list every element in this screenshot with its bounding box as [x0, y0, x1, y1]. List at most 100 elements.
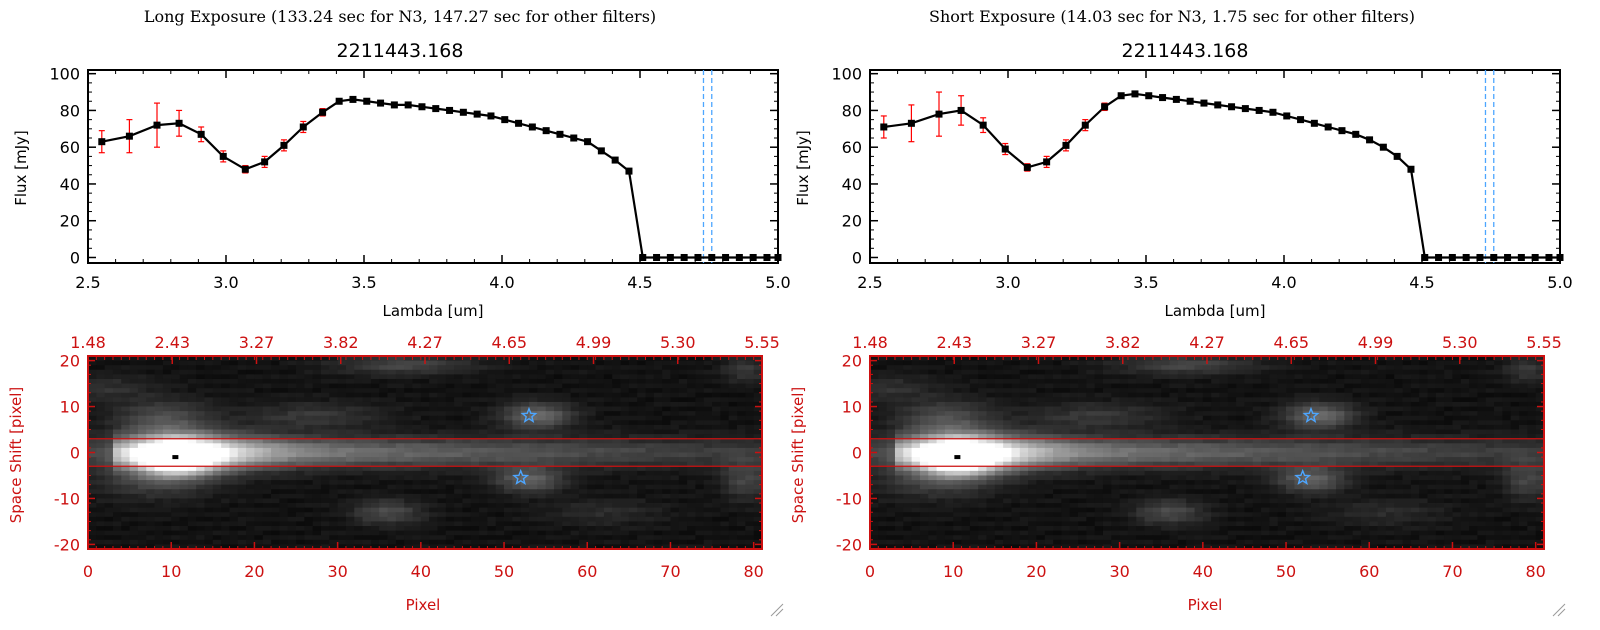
image-pixel	[320, 484, 330, 490]
image-pixel	[495, 411, 505, 417]
image-pixel	[187, 475, 197, 481]
image-pixel	[362, 530, 372, 536]
image-pixel	[745, 356, 755, 361]
image-pixel	[420, 503, 430, 509]
image-pixel	[578, 516, 588, 522]
image-pixel	[504, 521, 513, 527]
image-pixel	[445, 484, 455, 490]
image-pixel	[603, 516, 613, 522]
image-pixel	[1377, 356, 1387, 361]
image-pixel	[520, 420, 530, 426]
image-pixel	[246, 480, 255, 486]
image-pixel	[412, 466, 422, 472]
image-pixel	[404, 406, 413, 412]
image-pixel	[603, 507, 613, 513]
image-pixel	[229, 480, 239, 486]
image-pixel	[628, 378, 638, 384]
image-pixel	[304, 420, 314, 426]
image-pixel	[1261, 388, 1270, 394]
image-pixel	[362, 516, 372, 522]
image-pixel	[271, 429, 280, 435]
image-pixel	[445, 526, 455, 532]
image-pixel	[1252, 374, 1262, 380]
image-pixel	[287, 498, 297, 504]
image-pixel	[196, 356, 205, 361]
image-pixel	[379, 365, 388, 371]
image-pixel	[487, 365, 497, 371]
image-pixel	[387, 420, 397, 426]
image-pixel	[1527, 374, 1537, 380]
image-pixel	[229, 392, 239, 398]
image-pixel	[487, 470, 497, 476]
image-pixel	[479, 461, 488, 467]
image-pixel	[1136, 369, 1145, 375]
image-pixel	[121, 461, 130, 467]
image-pixel	[437, 461, 447, 467]
image-pixel	[246, 434, 255, 440]
image-pixel	[1469, 388, 1478, 394]
image-pixel	[462, 466, 472, 472]
image-pixel	[886, 369, 896, 375]
image-pixel	[562, 507, 572, 513]
image-pixel	[354, 503, 363, 509]
image-pixel	[146, 429, 155, 435]
image-pixel	[603, 447, 613, 453]
image-pixel	[104, 447, 114, 453]
image-pixel	[911, 397, 921, 403]
image-pixel	[387, 356, 397, 361]
image-pixel	[429, 457, 438, 463]
image-pixel	[695, 475, 705, 481]
image-pixel	[246, 457, 255, 463]
image-pixel	[196, 415, 205, 421]
image-pixel	[703, 507, 713, 513]
image-pixel	[1394, 378, 1403, 384]
image-pixel	[978, 383, 987, 389]
image-pixel	[337, 530, 347, 536]
image-pixel	[1419, 388, 1428, 394]
image-pixel	[1078, 360, 1087, 366]
image-pixel	[620, 493, 630, 499]
image-pixel	[445, 415, 455, 421]
image-pixel	[146, 438, 155, 444]
image-pixel	[737, 360, 746, 366]
data-point	[528, 123, 536, 131]
image-pixel	[620, 489, 630, 495]
image-pixel	[137, 420, 147, 426]
image-pixel	[603, 392, 613, 398]
image-pixel	[504, 452, 513, 458]
image-pixel	[1527, 392, 1537, 398]
panel-short: Short Exposure (14.03 sec for N3, 1.75 s…	[789, 7, 1573, 614]
image-pixel	[237, 360, 247, 366]
image-pixel	[645, 512, 655, 518]
image-pixel	[104, 498, 114, 504]
image-pixel	[329, 397, 339, 403]
image-pixel	[620, 498, 630, 504]
image-pixel	[753, 466, 763, 472]
image-pixel	[670, 498, 680, 504]
image-pixel	[412, 470, 422, 476]
image-pixel	[662, 383, 671, 389]
image-pixel	[1452, 374, 1462, 380]
image-pixel	[953, 369, 962, 375]
image-pixel	[112, 443, 122, 449]
image-pixel	[670, 484, 680, 490]
image-pixel	[587, 489, 596, 495]
image-pixel	[412, 369, 422, 375]
image-pixel	[612, 369, 621, 375]
image-pixel	[612, 365, 621, 371]
image-pixel	[495, 530, 505, 536]
image-pixel	[645, 516, 655, 522]
image-pixel	[662, 503, 671, 509]
image-pixel	[628, 539, 638, 545]
image-pixel	[387, 411, 397, 417]
image-pixel	[204, 516, 214, 522]
image-pixel	[462, 484, 472, 490]
image-pixel	[628, 434, 638, 440]
image-pixel	[595, 388, 605, 394]
image-pixel	[429, 484, 438, 490]
image-pixel	[1211, 374, 1220, 380]
image-pixel	[728, 470, 738, 476]
image-pixel	[1053, 388, 1062, 394]
image-pixel	[279, 443, 289, 449]
image-pixel	[487, 429, 497, 435]
